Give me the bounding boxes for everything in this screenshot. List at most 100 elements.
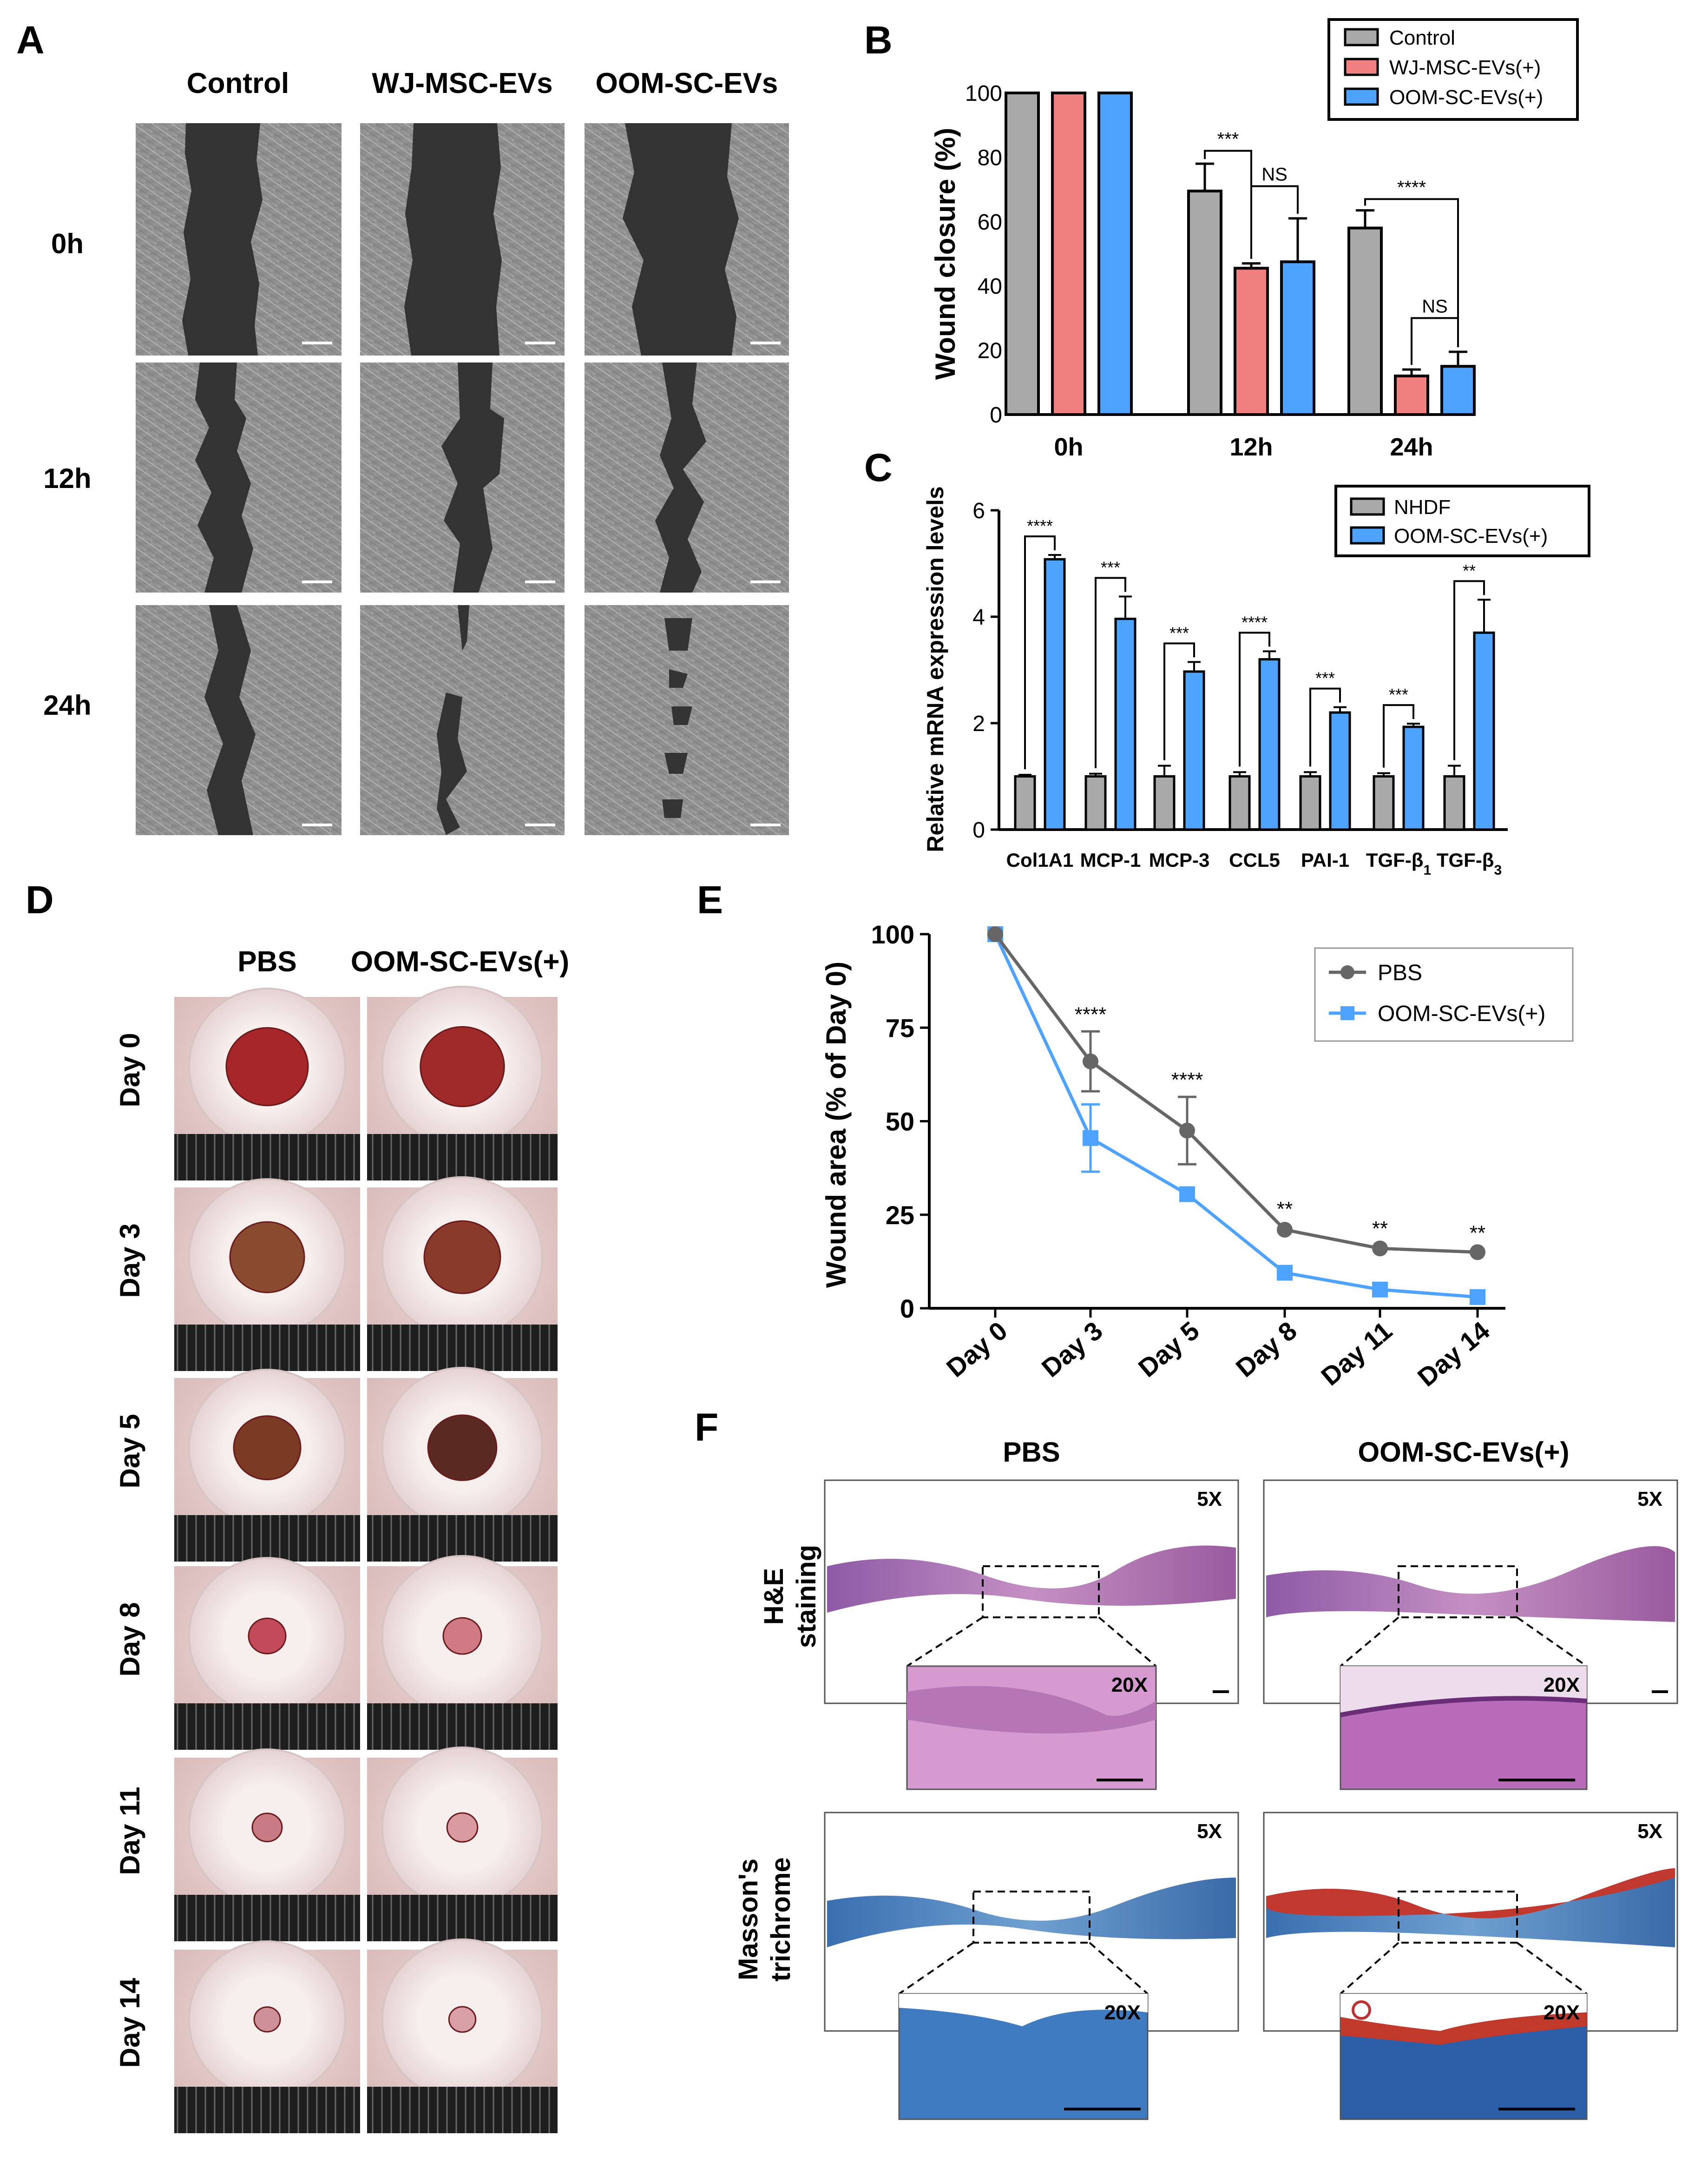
b-bar-oom-sc-evs-24h (1440, 365, 1476, 416)
histology-mt-oom: 5X 20X (1263, 1812, 1678, 2120)
b-y-tick-label: 100 (965, 81, 1002, 106)
e-legend-label-oom-sc-evs: OOM-SC-EVs(+) (1378, 1002, 1545, 1026)
e-point-oom-sc-evs-day-5 (1179, 1186, 1195, 1202)
e-point-pbs-day-14 (1470, 1244, 1485, 1260)
panel-f-row-mt-line2: trichrome (766, 1857, 796, 1982)
he-oom-mag-low: 5X (1637, 1488, 1662, 1510)
scratch-image-oom-12h (585, 363, 789, 593)
b-bar-control-24h (1347, 226, 1383, 416)
panel-d-row-day-8: Day 8 (114, 1602, 145, 1676)
b-legend: Control WJ-MSC-EVs(+) OOM-SC-EVs(+) (1327, 18, 1579, 121)
panel-f-col-oom: OOM-SC-EVs(+) (1358, 1437, 1569, 1468)
panel-e-letter: E (697, 878, 723, 922)
panel-f-row-he-line1: H&E (759, 1568, 789, 1625)
scratch-image-wj-12h (360, 363, 565, 593)
e-y-tick-label: 75 (886, 1013, 914, 1042)
scratch-image-control-24h (136, 605, 342, 835)
b-sig-label: **** (1397, 177, 1426, 198)
scratch-image-oom-0h (585, 123, 789, 356)
panel-f-row-mt-line1: Masson's (733, 1859, 763, 1980)
wound-photo-pbs-day-11 (174, 1748, 360, 1941)
e-sig-label: ** (1277, 1198, 1293, 1220)
b-bar-wj-msc-evs-0h (1051, 92, 1086, 416)
panel-d-col-pbs: PBS (237, 946, 296, 978)
e-y-axis-label: Wound area (% of Day 0) (821, 962, 852, 1288)
e-x-tick-label-day-11: Day 11 (1315, 1316, 1397, 1391)
wound-photo-oom-day-14 (367, 1938, 558, 2133)
histology-he-oom: 5X 20X (1263, 1479, 1678, 1790)
panel-a-row-0h: 0h (51, 228, 84, 259)
b-legend-swatch-control (1344, 28, 1379, 46)
e-sig-label: **** (1075, 1003, 1107, 1026)
c-sig-bracket (1309, 687, 1341, 767)
b-bar-wj-msc-evs-24h (1394, 374, 1429, 416)
b-legend-label-oom-sc-evs: OOM-SC-EVs(+) (1389, 86, 1543, 109)
b-sig-bracket (1250, 185, 1299, 259)
e-line-oom-sc-evs (993, 933, 1478, 1299)
wound-photo-pbs-day-14 (174, 1940, 360, 2133)
panel-a-col-wj: WJ-MSC-EVs (372, 67, 552, 99)
panel-f-letter: F (695, 1405, 718, 1449)
e-sig-label: ** (1372, 1217, 1388, 1240)
c-sig-bracket (1383, 704, 1414, 768)
panel-e-line-chart: E 0 25 50 75 100 Wound area (% of Day 0) Day 0… (697, 878, 1574, 1392)
b-y-axis-label: Wound closure (%) (930, 128, 961, 380)
panel-d-col-oom: OOM-SC-EVs(+) (351, 946, 569, 978)
e-legend-swatch-oom-sc-evs (1340, 1006, 1354, 1020)
panel-d-row-day-5: Day 5 (114, 1414, 145, 1488)
c-sig-bracket (1453, 580, 1485, 760)
wound-photo-oom-day-11 (367, 1746, 558, 1941)
e-point-pbs-day-0 (987, 926, 1003, 942)
c-bar-nhdf-mcp-3 (1153, 775, 1176, 831)
panel-f-col-pbs: PBS (1003, 1437, 1060, 1468)
e-point-oom-sc-evs-day-8 (1277, 1265, 1293, 1281)
b-sig-label: NS (1261, 165, 1288, 185)
b-bar-oom-sc-evs-12h (1280, 260, 1315, 416)
e-x-tick-label-day-8: Day 8 (1230, 1316, 1302, 1383)
he-pbs-mag-low: 5X (1197, 1488, 1222, 1510)
wound-photo-oom-day-0 (367, 985, 558, 1180)
e-x-tick-label-day-5: Day 5 (1133, 1316, 1205, 1383)
c-y-tick-label: 2 (972, 712, 985, 736)
b-bar-oom-sc-evs-0h (1097, 92, 1133, 416)
c-y-tick-label: 6 (972, 499, 985, 523)
histology-he-pbs: 5X 20X (824, 1479, 1239, 1790)
scratch-image-oom-24h (585, 605, 789, 835)
scratch-image-wj-24h (360, 605, 565, 835)
scratch-image-wj-0h (360, 123, 565, 356)
c-x-tick-label-pai-1: PAI-1 (1301, 849, 1349, 871)
b-y-tick-label: 20 (978, 339, 1002, 363)
c-bar-nhdf-ccl5 (1228, 775, 1251, 831)
panel-b-letter: B (864, 18, 893, 62)
wound-photo-oom-day-5 (367, 1366, 558, 1562)
c-bar-nhdf-col1a1 (1014, 775, 1036, 831)
c-x-tick-label-tgf-3: TGF-β3 (1437, 849, 1502, 878)
c-legend-label-nhdf: NHDF (1394, 496, 1451, 519)
panel-d-row-day-11: Day 11 (114, 1787, 145, 1875)
b-sig-bracket (1411, 317, 1459, 365)
b-sig-label: *** (1217, 129, 1239, 150)
b-bar-wj-msc-evs-12h (1234, 267, 1269, 416)
b-bar-control-12h (1187, 190, 1222, 416)
e-point-oom-sc-evs-day-11 (1372, 1281, 1388, 1298)
wound-photo-pbs-day-3 (174, 1178, 360, 1371)
b-y-tick-label: 40 (978, 274, 1002, 299)
panel-a-row-24h: 24h (43, 690, 91, 721)
mt-oom-mag-high: 20X (1544, 2001, 1580, 2024)
c-bar-nhdf-pai-1 (1299, 775, 1321, 831)
panel-d-letter: D (26, 878, 54, 922)
c-sig-label: ** (1463, 561, 1476, 580)
c-bar-oom-sc-evs-pai-1 (1329, 711, 1351, 831)
c-legend-label-oom-sc-evs: OOM-SC-EVs(+) (1394, 525, 1548, 547)
panel-a-col-oom: OOM-SC-EVs (596, 67, 778, 99)
e-x-tick-label-day-3: Day 3 (1036, 1316, 1108, 1383)
b-y-tick-label: 60 (978, 210, 1002, 235)
scratch-image-control-12h (136, 363, 342, 593)
c-sig-label: **** (1242, 613, 1268, 632)
he-oom-mag-high: 20X (1544, 1674, 1580, 1696)
panel-c-letter: C (864, 446, 893, 489)
he-pbs-mag-high: 20X (1111, 1674, 1148, 1696)
panel-f: F PBS OOM-SC-EVs(+) H&E staining Masson'… (695, 1405, 1678, 2120)
panel-a-letter: A (16, 18, 45, 62)
